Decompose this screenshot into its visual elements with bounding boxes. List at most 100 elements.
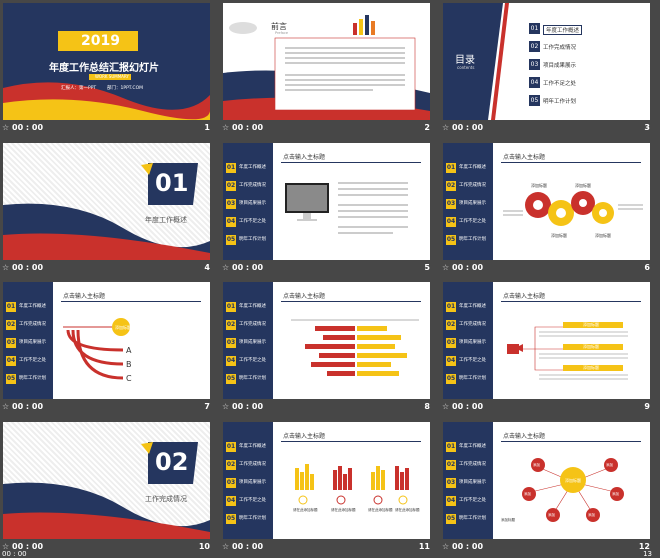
nav-number: 05 xyxy=(446,513,456,524)
nav-item[interactable]: 01 年度工作概述 xyxy=(226,162,272,174)
slide-1-wave xyxy=(3,82,210,120)
nav-item[interactable]: 03 项目成果展示 xyxy=(446,477,492,489)
nav-item[interactable]: 05 明年工作计划 xyxy=(6,374,52,385)
nav-number: 01 xyxy=(446,302,456,312)
slide-thumb-12[interactable]: 01 年度工作概述 02 工作完成情况 03 项目成果展示 04 工作不足之处 05 明年… xyxy=(440,419,660,558)
slide-thumb-6[interactable]: 01 年度工作概述 02 工作完成情况 03 项目成果展示 04 工作不足之处 05 明年… xyxy=(440,140,660,280)
nav-item[interactable]: 02 工作完成情况 xyxy=(446,180,492,192)
nav-item[interactable]: 02 工作完成情况 xyxy=(446,320,492,331)
slide-thumb-4[interactable]: 01 年度工作概述 ☆ 00 : 00 4 xyxy=(0,140,220,280)
slide-4-wave xyxy=(3,162,210,260)
slide-number: 6 xyxy=(644,262,650,272)
nav-item[interactable]: 01 年度工作概述 xyxy=(226,441,272,453)
slide-meta: ☆ 00 : 00 5 xyxy=(220,263,440,277)
nav-item[interactable]: 05 明年工作计划 xyxy=(446,513,492,525)
nav-item[interactable]: 03 项目成果展示 xyxy=(226,477,272,489)
slide-8[interactable]: 01 年度工作概述 02 工作完成情况 03 项目成果展示 04 工作不足之处 05 明年… xyxy=(223,282,430,399)
slide-1[interactable]: 2019 年度工作总结汇报幻灯片 WORK SUMMARY 汇报人：第一PPT … xyxy=(3,3,210,120)
node-label: 添加 xyxy=(588,512,595,517)
nav-item[interactable]: 03 项目成果展示 xyxy=(446,338,492,349)
nav-label: 年度工作概述 xyxy=(459,304,486,309)
butterfly-bars xyxy=(291,319,419,376)
slide-5[interactable]: 01 年度工作概述 02 工作完成情况 03 项目成果展示 04 工作不足之处 05 明年… xyxy=(223,142,430,260)
slide-thumb-7[interactable]: 01 年度工作概述 02 工作完成情况 03 项目成果展示 04 工作不足之处 05 明年… xyxy=(0,279,220,419)
nav-number: 04 xyxy=(226,495,236,506)
gear-label: 添加标题 xyxy=(575,182,591,188)
node-label: 添加 xyxy=(524,491,531,496)
slide-4[interactable]: 01 年度工作概述 xyxy=(3,142,210,260)
slide-9[interactable]: 01 年度工作概述 02 工作完成情况 03 项目成果展示 04 工作不足之处 05 明年… xyxy=(443,282,650,399)
nav-item[interactable]: 01 年度工作概述 xyxy=(446,162,492,174)
nav-item[interactable]: 04 工作不足之处 xyxy=(6,356,52,367)
nav-label: 工作不足之处 xyxy=(239,218,266,224)
nav-item[interactable]: 04 工作不足之处 xyxy=(226,356,272,367)
slide-thumb-10[interactable]: 02 工作完成情况 ☆ 00 : 00 10 xyxy=(0,419,220,558)
nav-number: 05 xyxy=(446,374,456,384)
contents-item[interactable]: 项目成果展示 xyxy=(543,63,577,69)
tag-label: 添加标题 xyxy=(583,322,599,327)
slide-3[interactable]: 目录 contents 01 年度工作概述 02 工作完成情况 03 项目成果展… xyxy=(443,3,650,120)
side-nav: 01 年度工作概述 02 工作完成情况 03 项目成果展示 04 工作不足之处 05 明年… xyxy=(443,142,493,260)
chart-caption: 请在此添加标题 xyxy=(293,507,318,512)
nav-item[interactable]: 05 明年工作计划 xyxy=(446,234,492,246)
slide-10-wave xyxy=(3,441,210,539)
nav-label: 明年工作计划 xyxy=(459,515,486,521)
contents-item[interactable]: 工作不足之处 xyxy=(543,81,577,87)
slide-heading: 点击输入主标题 xyxy=(63,293,106,300)
contents-item[interactable]: 明年工作计划 xyxy=(543,99,577,105)
side-nav: 01 年度工作概述 02 工作完成情况 03 项目成果展示 04 工作不足之处 05 明年… xyxy=(223,142,273,260)
nav-item[interactable]: 05 明年工作计划 xyxy=(226,234,272,246)
slide-thumb-11[interactable]: 01 年度工作概述 02 工作完成情况 03 项目成果展示 04 工作不足之处 05 明年… xyxy=(220,419,440,558)
nav-item[interactable]: 05 明年工作计划 xyxy=(226,374,272,385)
hierarchy-graphic xyxy=(507,322,628,380)
slide-thumb-5[interactable]: 01 年度工作概述 02 工作完成情况 03 项目成果展示 04 工作不足之处 05 明年… xyxy=(220,140,440,280)
slide-time: 00 : 00 xyxy=(452,402,484,411)
slide-thumb-8[interactable]: 01 年度工作概述 02 工作完成情况 03 项目成果展示 04 工作不足之处 05 明年… xyxy=(220,279,440,419)
star-icon: ☆ xyxy=(2,123,10,132)
nav-item[interactable]: 03 项目成果展示 xyxy=(6,338,52,349)
nav-item[interactable]: 02 工作完成情况 xyxy=(226,180,272,192)
contents-item[interactable]: 工作完成情况 xyxy=(543,45,577,51)
slide-6[interactable]: 01 年度工作概述 02 工作完成情况 03 项目成果展示 04 工作不足之处 05 明年… xyxy=(443,142,650,260)
slide-number: 7 xyxy=(204,402,210,411)
slide-thumb-3[interactable]: 目录 contents 01 年度工作概述 02 工作完成情况 03 项目成果展… xyxy=(440,0,660,140)
slide-heading: 点击输入主标题 xyxy=(283,432,326,440)
slide-thumb-9[interactable]: 01 年度工作概述 02 工作完成情况 03 项目成果展示 04 工作不足之处 05 明年… xyxy=(440,279,660,419)
nav-item[interactable]: 02 工作完成情况 xyxy=(226,320,272,331)
nav-item[interactable]: 01 年度工作概述 xyxy=(446,302,492,313)
node-label: 添加 xyxy=(606,462,613,467)
nav-item[interactable]: 02 工作完成情况 xyxy=(446,459,492,471)
slide-thumb-2[interactable]: 前言 Preface ☆ 00 : 00 2 xyxy=(220,0,440,140)
slide-7[interactable]: 01 年度工作概述 02 工作完成情况 03 项目成果展示 04 工作不足之处 05 明年… xyxy=(3,282,210,399)
node-label: 添加 xyxy=(548,512,555,517)
nav-item[interactable]: 01 年度工作概述 xyxy=(446,441,492,453)
nav-item[interactable]: 05 明年工作计划 xyxy=(226,513,272,525)
circle-label: 添加标题 xyxy=(115,325,131,330)
contents-num: 03 xyxy=(529,59,540,70)
slide-2[interactable]: 前言 Preface xyxy=(223,3,430,120)
nav-item[interactable]: 01 年度工作概述 xyxy=(226,302,272,313)
nav-item[interactable]: 03 项目成果展示 xyxy=(226,338,272,349)
contents-item[interactable]: 年度工作概述 xyxy=(543,25,583,35)
slide-thumb-1[interactable]: 2019 年度工作总结汇报幻灯片 WORK SUMMARY 汇报人：第一PPT … xyxy=(0,0,220,140)
contents-num: 01 xyxy=(529,23,540,34)
nav-item[interactable]: 05 明年工作计划 xyxy=(446,374,492,385)
nav-item[interactable]: 04 工作不足之处 xyxy=(446,216,492,228)
nav-label: 工作不足之处 xyxy=(19,358,46,363)
nav-item[interactable]: 03 项目成果展示 xyxy=(446,198,492,210)
nav-item[interactable]: 01 年度工作概述 xyxy=(6,302,52,313)
slide-11[interactable]: 01 年度工作概述 02 工作完成情况 03 项目成果展示 04 工作不足之处 05 明年… xyxy=(223,421,430,539)
nav-item[interactable]: 04 工作不足之处 xyxy=(226,216,272,228)
nav-item[interactable]: 04 工作不足之处 xyxy=(446,495,492,507)
nav-item[interactable]: 02 工作完成情况 xyxy=(226,459,272,471)
nav-item[interactable]: 04 工作不足之处 xyxy=(226,495,272,507)
star-icon: ☆ xyxy=(222,402,230,411)
slide-10[interactable]: 02 工作完成情况 xyxy=(3,421,210,539)
nav-item[interactable]: 03 项目成果展示 xyxy=(226,198,272,210)
nav-label: 工作不足之处 xyxy=(239,358,266,363)
nav-item[interactable]: 02 工作完成情况 xyxy=(6,320,52,331)
slide-12[interactable]: 01 年度工作概述 02 工作完成情况 03 项目成果展示 04 工作不足之处 05 明年… xyxy=(443,421,650,539)
heading-divider xyxy=(281,161,421,163)
side-nav: 01 年度工作概述 02 工作完成情况 03 项目成果展示 04 工作不足之处 05 明年… xyxy=(223,282,273,399)
nav-item[interactable]: 04 工作不足之处 xyxy=(446,356,492,367)
